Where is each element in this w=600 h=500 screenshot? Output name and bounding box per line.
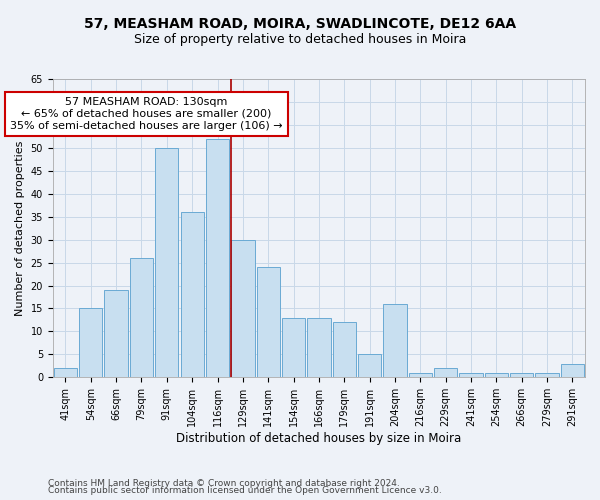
- Bar: [307, 318, 331, 378]
- Bar: [434, 368, 457, 378]
- Bar: [130, 258, 153, 378]
- Bar: [383, 304, 407, 378]
- Bar: [332, 322, 356, 378]
- Bar: [231, 240, 254, 378]
- Bar: [535, 373, 559, 378]
- Bar: [155, 148, 178, 378]
- Bar: [54, 368, 77, 378]
- Bar: [206, 138, 229, 378]
- Bar: [282, 318, 305, 378]
- Bar: [358, 354, 381, 378]
- Y-axis label: Number of detached properties: Number of detached properties: [15, 140, 25, 316]
- Bar: [459, 373, 482, 378]
- Bar: [510, 373, 533, 378]
- Bar: [181, 212, 204, 378]
- Text: Contains HM Land Registry data © Crown copyright and database right 2024.: Contains HM Land Registry data © Crown c…: [48, 478, 400, 488]
- Bar: [257, 267, 280, 378]
- Text: 57, MEASHAM ROAD, MOIRA, SWADLINCOTE, DE12 6AA: 57, MEASHAM ROAD, MOIRA, SWADLINCOTE, DE…: [84, 18, 516, 32]
- Bar: [409, 373, 432, 378]
- Bar: [485, 373, 508, 378]
- Text: 57 MEASHAM ROAD: 130sqm
← 65% of detached houses are smaller (200)
35% of semi-d: 57 MEASHAM ROAD: 130sqm ← 65% of detache…: [10, 98, 283, 130]
- Bar: [104, 290, 128, 378]
- Bar: [79, 308, 103, 378]
- Bar: [560, 364, 584, 378]
- Text: Contains public sector information licensed under the Open Government Licence v3: Contains public sector information licen…: [48, 486, 442, 495]
- X-axis label: Distribution of detached houses by size in Moira: Distribution of detached houses by size …: [176, 432, 461, 445]
- Text: Size of property relative to detached houses in Moira: Size of property relative to detached ho…: [134, 32, 466, 46]
